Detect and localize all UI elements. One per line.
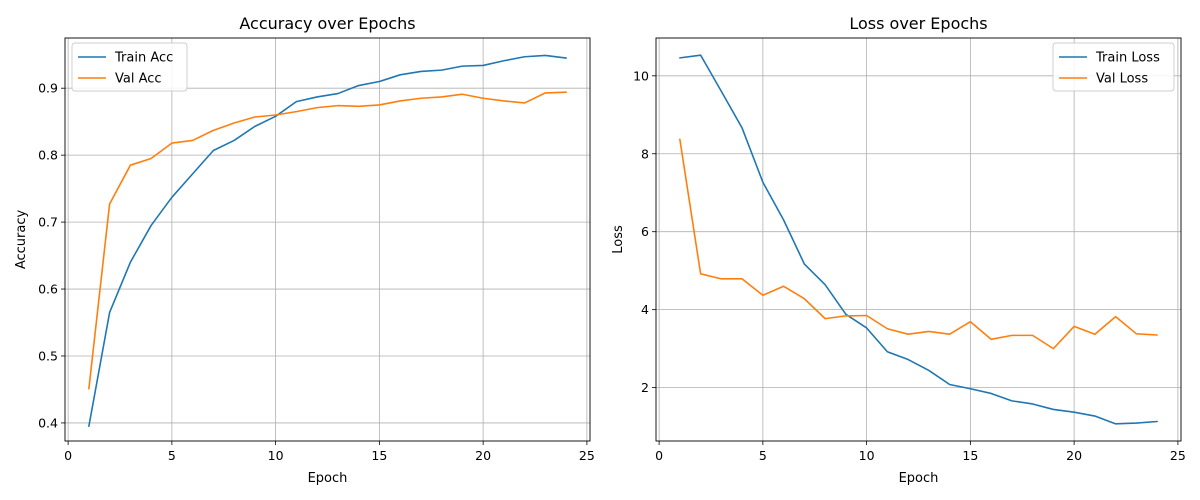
legend-label: Val Loss [1096, 72, 1148, 87]
y-axis-label: Accuracy [14, 210, 29, 270]
subplot-1: 0 5 10 15 20 25 2 4 6 8 10 Loss over Epochs Epoch Los… [611, 14, 1186, 486]
series-line-val-acc [88, 91, 567, 390]
x-tick-label: 15 [371, 448, 387, 463]
y-tick-label: 0.5 [38, 348, 58, 363]
legend-label: Val Acc [115, 72, 162, 87]
x-tick-label: 10 [268, 448, 284, 463]
x-tick-label: 25 [579, 448, 595, 463]
y-tick-label: 2 [641, 380, 649, 395]
x-tick-label: 20 [475, 448, 491, 463]
y-tick-label: 8 [641, 146, 649, 161]
legend: Train Acc Val Acc [71, 42, 188, 92]
y-tick-label: 0.4 [38, 415, 58, 430]
x-tick-label: 20 [1066, 448, 1082, 463]
series-line-val-loss [679, 138, 1158, 350]
chart-title: Accuracy over Epochs [239, 14, 415, 33]
x-tick-label: 10 [859, 448, 875, 463]
chart-title: Loss over Epochs [849, 14, 987, 33]
subplot-0: 0 5 10 15 20 25 0.4 0.5 0.6 0.7 0.8 0.9 Accuracy ove… [14, 14, 595, 486]
x-axis-label: Epoch [899, 471, 939, 486]
legend-label: Train Acc [114, 51, 173, 66]
y-tick-label: 0.8 [38, 148, 58, 163]
legend-label: Train Loss [1095, 51, 1160, 66]
series-line-train-loss [679, 54, 1158, 425]
y-tick-label: 4 [641, 302, 649, 317]
legend-box [71, 42, 188, 92]
y-axis-label: Loss [611, 225, 626, 254]
x-tick-label: 5 [759, 448, 767, 463]
y-tick-label: 0.7 [38, 215, 58, 230]
plot-frame [655, 37, 1182, 442]
legend: Train Loss Val Loss [1052, 42, 1175, 92]
y-tick-label: 0.6 [38, 282, 58, 297]
plot-frame [64, 37, 591, 442]
series-line-train-acc [88, 54, 567, 428]
y-tick-label: 0.9 [38, 81, 58, 96]
x-tick-label: 5 [168, 448, 176, 463]
y-tick-label: 10 [633, 68, 649, 83]
x-tick-label: 0 [64, 448, 72, 463]
x-tick-label: 0 [655, 448, 663, 463]
y-tick-label: 6 [641, 224, 649, 239]
legend-box [1052, 42, 1175, 92]
x-tick-label: 25 [1170, 448, 1186, 463]
x-axis-label: Epoch [308, 471, 348, 486]
x-tick-label: 15 [962, 448, 978, 463]
